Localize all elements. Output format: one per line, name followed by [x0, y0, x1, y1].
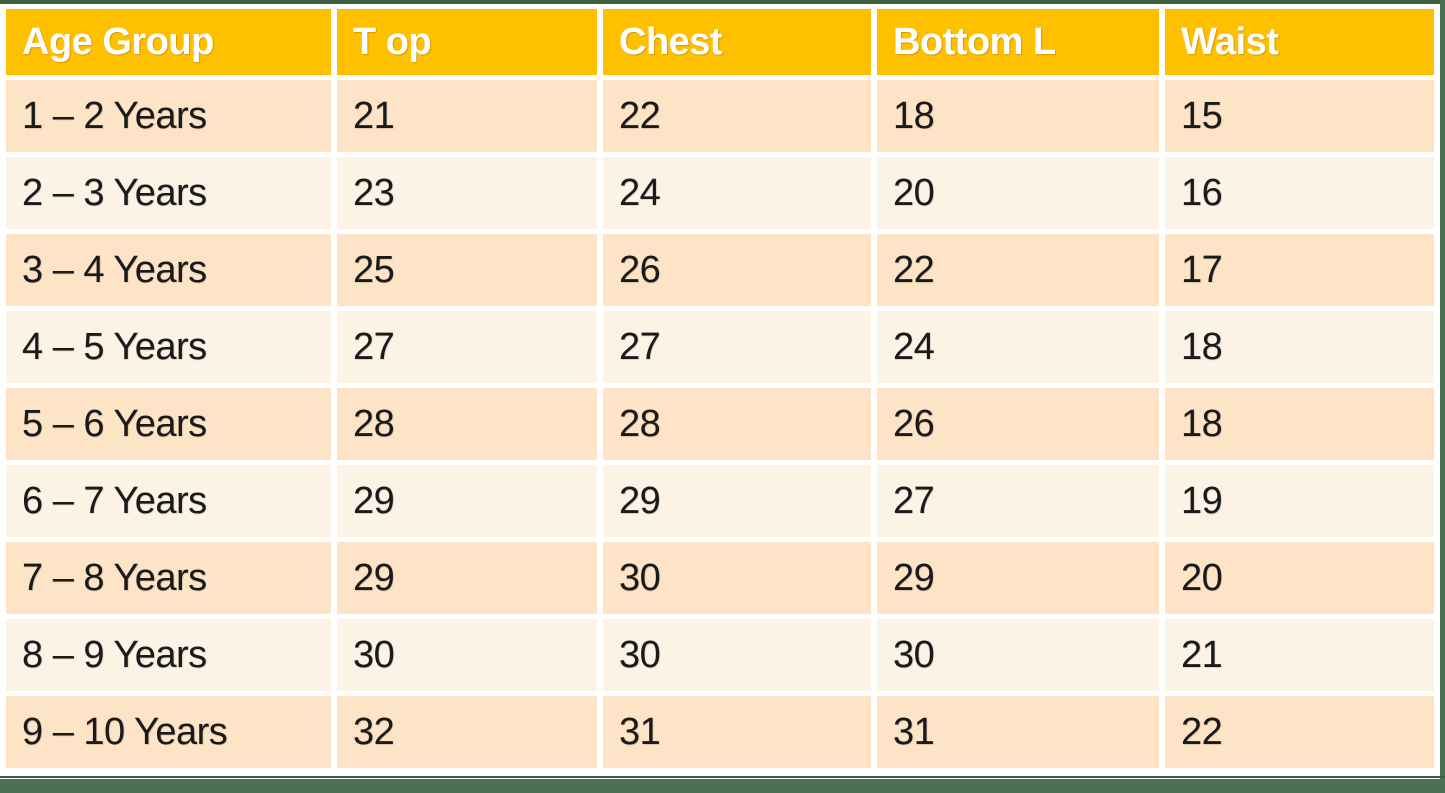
cell-chest: 27: [603, 311, 871, 383]
cell-top: 30: [337, 619, 597, 691]
cell-waist: 15: [1165, 80, 1434, 152]
cell-bottom-l: 18: [877, 80, 1159, 152]
cell-waist: 18: [1165, 388, 1434, 460]
bottom-border-line: [0, 776, 1445, 778]
cell-waist: 19: [1165, 465, 1434, 537]
cell-age-group: 7 – 8 Years: [6, 542, 331, 614]
cell-waist: 22: [1165, 696, 1434, 768]
table-row: 6 – 7 Years 29 29 27 19: [6, 465, 1434, 537]
table-row: 2 – 3 Years 23 24 20 16: [6, 157, 1434, 229]
cell-chest: 22: [603, 80, 871, 152]
bottom-border-band: [0, 779, 1445, 793]
header-row: Age Group T op Chest Bottom L Waist: [6, 9, 1434, 75]
cell-waist: 18: [1165, 311, 1434, 383]
table-row: 7 – 8 Years 29 30 29 20: [6, 542, 1434, 614]
cell-top: 29: [337, 542, 597, 614]
cell-age-group: 1 – 2 Years: [6, 80, 331, 152]
cell-age-group: 5 – 6 Years: [6, 388, 331, 460]
cell-age-group: 8 – 9 Years: [6, 619, 331, 691]
cell-bottom-l: 30: [877, 619, 1159, 691]
column-header-bottom-l: Bottom L: [877, 9, 1159, 75]
table-row: 1 – 2 Years 21 22 18 15: [6, 80, 1434, 152]
cell-chest: 26: [603, 234, 871, 306]
table-row: 9 – 10 Years 32 31 31 22: [6, 696, 1434, 768]
cell-waist: 20: [1165, 542, 1434, 614]
cell-top: 32: [337, 696, 597, 768]
table-row: 3 – 4 Years 25 26 22 17: [6, 234, 1434, 306]
cell-age-group: 2 – 3 Years: [6, 157, 331, 229]
cell-top: 29: [337, 465, 597, 537]
cell-bottom-l: 29: [877, 542, 1159, 614]
column-header-top: T op: [337, 9, 597, 75]
cell-top: 28: [337, 388, 597, 460]
size-chart-table: Age Group T op Chest Bottom L Waist 1 – …: [0, 4, 1440, 773]
cell-chest: 30: [603, 619, 871, 691]
cell-age-group: 6 – 7 Years: [6, 465, 331, 537]
cell-age-group: 9 – 10 Years: [6, 696, 331, 768]
cell-bottom-l: 26: [877, 388, 1159, 460]
cell-top: 27: [337, 311, 597, 383]
cell-bottom-l: 31: [877, 696, 1159, 768]
column-header-age-group: Age Group: [6, 9, 331, 75]
cell-chest: 24: [603, 157, 871, 229]
cell-top: 25: [337, 234, 597, 306]
cell-waist: 16: [1165, 157, 1434, 229]
top-border: [0, 0, 1445, 4]
cell-top: 21: [337, 80, 597, 152]
cell-chest: 30: [603, 542, 871, 614]
cell-waist: 21: [1165, 619, 1434, 691]
cell-bottom-l: 24: [877, 311, 1159, 383]
cell-age-group: 4 – 5 Years: [6, 311, 331, 383]
table-row: 4 – 5 Years 27 27 24 18: [6, 311, 1434, 383]
cell-bottom-l: 22: [877, 234, 1159, 306]
column-header-waist: Waist: [1165, 9, 1434, 75]
table-row: 5 – 6 Years 28 28 26 18: [6, 388, 1434, 460]
cell-top: 23: [337, 157, 597, 229]
right-border: [1440, 0, 1445, 793]
cell-bottom-l: 20: [877, 157, 1159, 229]
table-row: 8 – 9 Years 30 30 30 21: [6, 619, 1434, 691]
cell-chest: 31: [603, 696, 871, 768]
cell-chest: 29: [603, 465, 871, 537]
cell-waist: 17: [1165, 234, 1434, 306]
cell-age-group: 3 – 4 Years: [6, 234, 331, 306]
cell-bottom-l: 27: [877, 465, 1159, 537]
cell-chest: 28: [603, 388, 871, 460]
column-header-chest: Chest: [603, 9, 871, 75]
